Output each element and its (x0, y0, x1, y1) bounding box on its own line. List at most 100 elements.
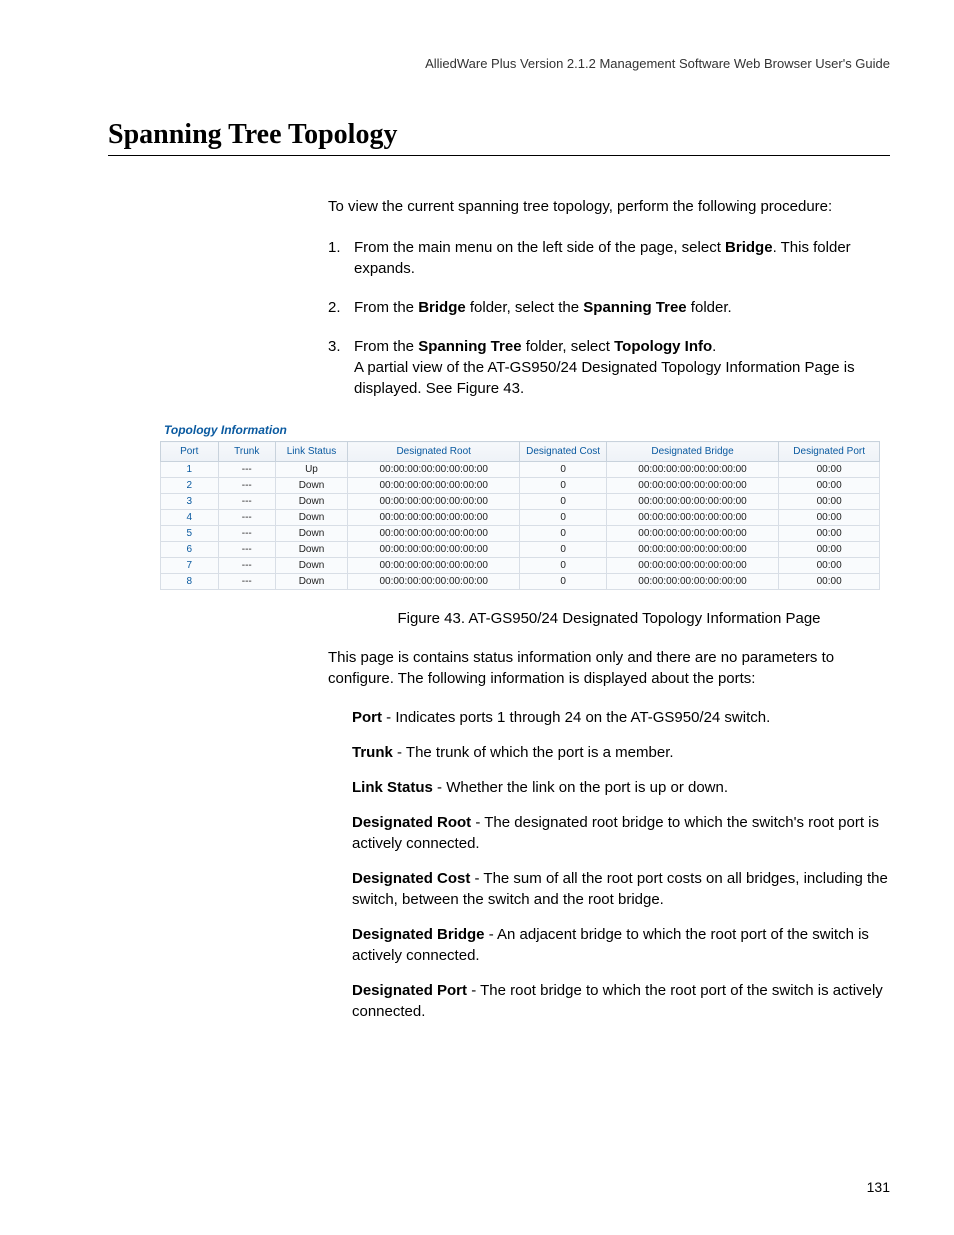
table-cell: 00:00 (779, 478, 880, 494)
table-column-header: Designated Cost (520, 442, 606, 462)
table-cell: --- (218, 494, 276, 510)
table-cell: 00:00:00:00:00:00:00:00 (347, 574, 520, 590)
definition-term: Designated Port (352, 982, 467, 999)
table-cell: 00:00 (779, 558, 880, 574)
page-header: AlliedWare Plus Version 2.1.2 Management… (108, 56, 890, 71)
table-header-row: PortTrunkLink StatusDesignated RootDesig… (161, 442, 880, 462)
table-cell: 00:00 (779, 526, 880, 542)
step-text: From the main menu on the left side of t… (354, 237, 890, 279)
definition-item: Link Status - Whether the link on the po… (352, 777, 890, 798)
table-cell: 00:00:00:00:00:00:00:00 (606, 574, 779, 590)
table-body: 1---Up00:00:00:00:00:00:00:00000:00:00:0… (161, 462, 880, 590)
step-text: From the Bridge folder, select the Spann… (354, 297, 890, 318)
figure-title: Topology Information (160, 423, 880, 437)
table-cell: 8 (161, 574, 219, 590)
definition-item: Designated Cost - The sum of all the roo… (352, 868, 890, 910)
table-column-header: Designated Root (347, 442, 520, 462)
definition-item: Designated Root - The designated root br… (352, 812, 890, 854)
table-row: 6---Down00:00:00:00:00:00:00:00000:00:00… (161, 542, 880, 558)
definition-term: Designated Bridge (352, 926, 485, 943)
table-cell: 0 (520, 478, 606, 494)
table-cell: --- (218, 478, 276, 494)
table-cell: --- (218, 510, 276, 526)
table-cell: 00:00:00:00:00:00:00:00 (347, 542, 520, 558)
table-column-header: Trunk (218, 442, 276, 462)
table-cell: 0 (520, 462, 606, 478)
table-cell: 00:00:00:00:00:00:00:00 (347, 526, 520, 542)
table-column-header: Port (161, 442, 219, 462)
definition-term: Designated Root (352, 814, 471, 831)
table-cell: 0 (520, 494, 606, 510)
table-cell: 00:00:00:00:00:00:00:00 (347, 478, 520, 494)
table-cell: 2 (161, 478, 219, 494)
step-number: 2. (328, 297, 354, 318)
definition-description: - Indicates ports 1 through 24 on the AT… (382, 709, 770, 726)
table-cell: 00:00:00:00:00:00:00:00 (606, 558, 779, 574)
table-cell: 00:00:00:00:00:00:00:00 (606, 478, 779, 494)
table-row: 2---Down00:00:00:00:00:00:00:00000:00:00… (161, 478, 880, 494)
table-cell: 0 (520, 574, 606, 590)
table-cell: 00:00:00:00:00:00:00:00 (347, 462, 520, 478)
step-number: 1. (328, 237, 354, 279)
steps-list: 1.From the main menu on the left side of… (328, 237, 890, 399)
table-cell: 00:00 (779, 542, 880, 558)
body-content: To view the current spanning tree topolo… (328, 196, 890, 399)
table-cell: 3 (161, 494, 219, 510)
table-cell: 00:00:00:00:00:00:00:00 (347, 494, 520, 510)
table-row: 7---Down00:00:00:00:00:00:00:00000:00:00… (161, 558, 880, 574)
table-column-header: Designated Bridge (606, 442, 779, 462)
procedure-step: 1.From the main menu on the left side of… (328, 237, 890, 279)
definition-item: Port - Indicates ports 1 through 24 on t… (352, 707, 890, 728)
table-cell: --- (218, 462, 276, 478)
procedure-step: 2.From the Bridge folder, select the Spa… (328, 297, 890, 318)
table-row: 1---Up00:00:00:00:00:00:00:00000:00:00:0… (161, 462, 880, 478)
procedure-step: 3.From the Spanning Tree folder, select … (328, 336, 890, 399)
table-cell: 5 (161, 526, 219, 542)
definition-description: - Whether the link on the port is up or … (433, 779, 728, 796)
table-row: 3---Down00:00:00:00:00:00:00:00000:00:00… (161, 494, 880, 510)
section-title: Spanning Tree Topology (108, 119, 890, 156)
table-cell: Down (276, 478, 348, 494)
table-cell: 0 (520, 526, 606, 542)
table-cell: 0 (520, 510, 606, 526)
definition-term: Designated Cost (352, 870, 470, 887)
table-cell: 00:00:00:00:00:00:00:00 (347, 510, 520, 526)
table-cell: 00:00:00:00:00:00:00:00 (606, 494, 779, 510)
definition-item: Designated Bridge - An adjacent bridge t… (352, 924, 890, 966)
body-content-lower: Figure 43. AT-GS950/24 Designated Topolo… (328, 608, 890, 1022)
definitions-list: Port - Indicates ports 1 through 24 on t… (352, 707, 890, 1022)
table-cell: 00:00 (779, 494, 880, 510)
table-column-header: Link Status (276, 442, 348, 462)
table-cell: Down (276, 526, 348, 542)
definition-term: Trunk (352, 744, 393, 761)
table-column-header: Designated Port (779, 442, 880, 462)
definition-item: Designated Port - The root bridge to whi… (352, 980, 890, 1022)
definition-item: Trunk - The trunk of which the port is a… (352, 742, 890, 763)
definition-description: - The trunk of which the port is a membe… (393, 744, 674, 761)
table-row: 8---Down00:00:00:00:00:00:00:00000:00:00… (161, 574, 880, 590)
table-cell: 7 (161, 558, 219, 574)
table-cell: Down (276, 558, 348, 574)
table-cell: 6 (161, 542, 219, 558)
table-row: 4---Down00:00:00:00:00:00:00:00000:00:00… (161, 510, 880, 526)
table-cell: --- (218, 526, 276, 542)
table-cell: --- (218, 558, 276, 574)
table-cell: 1 (161, 462, 219, 478)
table-cell: 00:00 (779, 510, 880, 526)
table-cell: 00:00:00:00:00:00:00:00 (606, 510, 779, 526)
table-cell: Down (276, 494, 348, 510)
post-paragraph: This page is contains status information… (328, 647, 890, 689)
figure-caption: Figure 43. AT-GS950/24 Designated Topolo… (328, 608, 890, 629)
table-row: 5---Down00:00:00:00:00:00:00:00000:00:00… (161, 526, 880, 542)
table-cell: 00:00:00:00:00:00:00:00 (606, 526, 779, 542)
table-cell: 00:00 (779, 462, 880, 478)
table-cell: 0 (520, 542, 606, 558)
table-cell: 00:00:00:00:00:00:00:00 (606, 542, 779, 558)
topology-table: PortTrunkLink StatusDesignated RootDesig… (160, 441, 880, 590)
table-cell: 00:00 (779, 574, 880, 590)
table-cell: 00:00:00:00:00:00:00:00 (606, 462, 779, 478)
table-cell: Down (276, 574, 348, 590)
table-cell: 00:00:00:00:00:00:00:00 (347, 558, 520, 574)
step-text: From the Spanning Tree folder, select To… (354, 336, 890, 399)
intro-paragraph: To view the current spanning tree topolo… (328, 196, 890, 217)
